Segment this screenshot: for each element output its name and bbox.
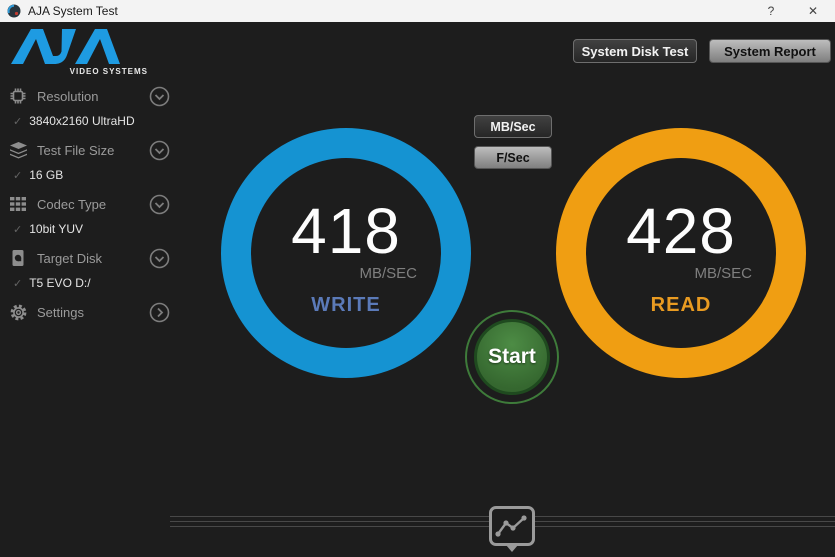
- chart-panel-toggle[interactable]: [489, 506, 535, 546]
- write-speed-value: 418: [291, 195, 401, 267]
- close-button[interactable]: ✕: [807, 4, 819, 18]
- read-gauge-label: READ: [650, 294, 712, 316]
- sidebar-item-label: Test File Size: [37, 142, 115, 158]
- grid-icon: [8, 194, 28, 214]
- sidebar-item-label: Target Disk: [37, 250, 103, 266]
- read-speed-value: 428: [626, 195, 736, 267]
- read-gauge: 428 MB/SEC READ: [556, 128, 806, 378]
- disk-icon: [8, 248, 28, 268]
- sidebar-item-settings[interactable]: Settings: [8, 300, 170, 324]
- chip-icon: [8, 86, 28, 106]
- target-disk-value[interactable]: ✓ T5 EVO D:/: [13, 276, 91, 290]
- system-report-button[interactable]: System Report: [709, 39, 831, 63]
- start-button[interactable]: Start: [474, 319, 550, 395]
- chart-panel-pointer: [506, 545, 518, 552]
- write-gauge-label: WRITE: [311, 294, 381, 316]
- line-chart-icon: [495, 515, 527, 537]
- write-gauge: 418 MB/SEC WRITE: [221, 128, 471, 378]
- window-title: AJA System Test: [28, 4, 118, 18]
- codec-type-value[interactable]: ✓ 10bit YUV: [13, 222, 84, 236]
- system-disk-test-button[interactable]: System Disk Test: [573, 39, 697, 63]
- help-button[interactable]: ?: [767, 4, 775, 18]
- test-file-size-value[interactable]: ✓ 16 GB: [13, 168, 64, 182]
- sidebar-item-target-disk[interactable]: Target Disk: [8, 246, 170, 270]
- chevron-right-icon[interactable]: [149, 302, 170, 323]
- write-speed-unit: MB/SEC: [359, 265, 417, 282]
- f-sec-button[interactable]: F/Sec: [474, 146, 552, 169]
- sidebar-item-codec-type[interactable]: Codec Type: [8, 192, 170, 216]
- chevron-down-icon[interactable]: [149, 194, 170, 215]
- app-icon: [7, 4, 21, 18]
- check-icon: ✓: [13, 115, 23, 128]
- start-button-ring: Start: [465, 310, 559, 404]
- mb-sec-button[interactable]: MB/Sec: [474, 115, 552, 138]
- check-icon: ✓: [13, 223, 23, 236]
- layers-icon: [8, 140, 28, 160]
- sidebar-item-resolution[interactable]: Resolution: [8, 84, 170, 108]
- check-icon: ✓: [13, 277, 23, 290]
- check-icon: ✓: [13, 169, 23, 182]
- sidebar-item-test-file-size[interactable]: Test File Size: [8, 138, 170, 162]
- sidebar-item-label: Codec Type: [37, 196, 107, 212]
- chevron-down-icon[interactable]: [149, 86, 170, 107]
- sidebar-item-label: Resolution: [37, 88, 99, 104]
- chevron-down-icon[interactable]: [149, 248, 170, 269]
- aja-logo: VIDEO SYSTEMS: [10, 28, 150, 76]
- title-bar: AJA System Test ? ✕: [0, 0, 835, 22]
- aja-logo-mark: [11, 29, 120, 64]
- read-speed-unit: MB/SEC: [694, 265, 752, 282]
- gear-icon: [8, 302, 28, 322]
- sidebar-item-label: Settings: [37, 304, 84, 320]
- brand-tagline: VIDEO SYSTEMS: [69, 67, 148, 76]
- resolution-value[interactable]: ✓ 3840x2160 UltraHD: [13, 114, 135, 128]
- chevron-down-icon[interactable]: [149, 140, 170, 161]
